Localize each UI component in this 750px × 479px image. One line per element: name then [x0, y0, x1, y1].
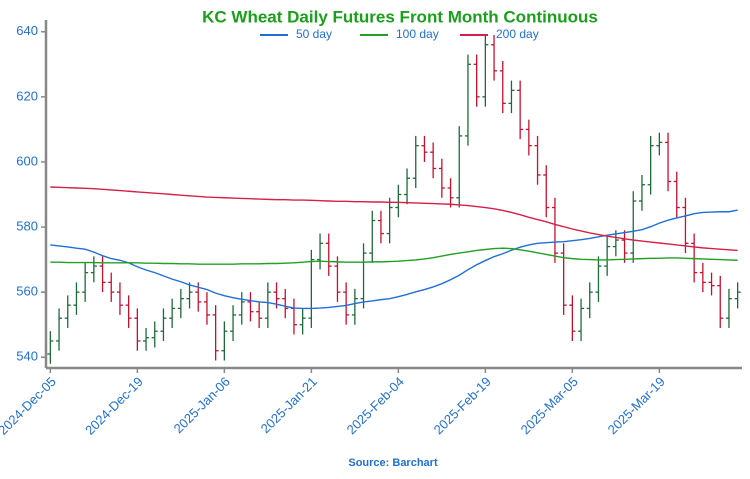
y-tick-label: 560 [16, 284, 38, 299]
moving-average-line [50, 247, 738, 265]
moving-average-line [50, 186, 738, 252]
chart-title: KC Wheat Daily Futures Front Month Conti… [202, 7, 598, 26]
x-tick-label: 2025-Mar-19 [605, 374, 668, 437]
y-tick-label: 620 [16, 88, 38, 103]
source: Source: Barchart [348, 457, 438, 469]
x-tick-label: 2024-Dec-19 [82, 374, 146, 438]
moving-average-line [50, 209, 738, 310]
x-tick-label: 2025-Jan-06 [171, 374, 233, 436]
legend-label: 200 day [496, 27, 539, 41]
y-tick-label: 600 [16, 153, 38, 168]
x-tick-label: 2025-Mar-05 [518, 374, 581, 437]
x-tick-label: 2025-Jan-21 [258, 374, 320, 436]
y-tick-label: 640 [16, 23, 38, 38]
y-tick-label: 580 [16, 218, 38, 233]
x-tick-label: 2025-Feb-19 [431, 374, 494, 437]
x-tick-label: 2024-Dec-05 [0, 374, 59, 438]
legend-label: 100 day [396, 27, 439, 41]
legend-label: 50 day [296, 27, 332, 41]
x-tick-label: 2025-Feb-04 [344, 374, 407, 437]
y-tick-label: 540 [16, 349, 38, 364]
